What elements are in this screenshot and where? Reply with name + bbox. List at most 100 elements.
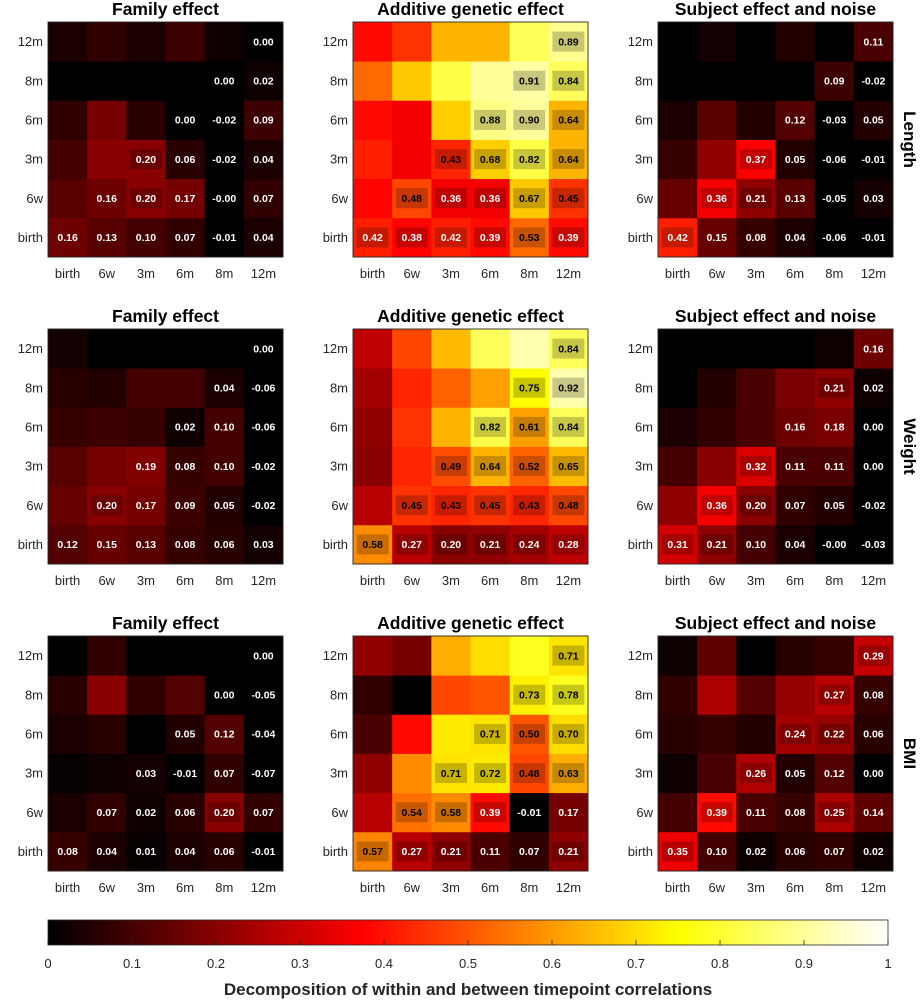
- heatmap-cell: [470, 178, 511, 219]
- x-tick-label: 3m: [747, 880, 765, 895]
- cell-value-label: 0.09: [253, 115, 274, 127]
- heatmap-cell: [165, 831, 206, 872]
- heatmap-cell: [87, 714, 127, 754]
- cell-value-label: 0.31: [667, 539, 688, 551]
- heatmap-cell: [814, 139, 855, 180]
- heatmap-cell: [736, 61, 776, 101]
- heatmap-cell: [431, 485, 471, 526]
- cell-value-label: 0.17: [175, 193, 196, 205]
- y-tick-label: birth: [18, 844, 43, 859]
- heatmap-cell: [470, 675, 511, 715]
- cell-label-backdrop: [779, 723, 812, 744]
- heatmap-cell: [470, 139, 511, 180]
- y-tick-label: 6m: [25, 112, 43, 127]
- y-tick-label: 8m: [330, 380, 348, 395]
- cell-value-label: 0.26: [746, 768, 767, 780]
- heatmap-cell: [48, 22, 88, 62]
- cell-label-backdrop: [356, 841, 389, 862]
- heatmap-cell: [548, 217, 589, 258]
- heatmap-cell: [48, 831, 88, 872]
- y-tick-label: 12m: [18, 34, 43, 49]
- cell-value-label: 0.82: [480, 422, 501, 434]
- cell-value-label: 0.43: [441, 154, 462, 166]
- y-tick-label: birth: [628, 230, 653, 245]
- heatmap-cell: [48, 368, 88, 408]
- panel-frame: [657, 635, 894, 872]
- heatmap-cell: [48, 792, 88, 833]
- y-tick-label: 8m: [330, 73, 348, 88]
- heatmap-cell: [697, 714, 737, 754]
- heatmap-cell: [165, 675, 206, 715]
- colorbar-tick-label: 0.1: [123, 956, 141, 971]
- cell-value-label: 0.54: [402, 807, 423, 819]
- heatmap-cell: [353, 217, 393, 258]
- heatmap-cell: [509, 792, 550, 833]
- heatmap-cell: [165, 329, 206, 369]
- cell-value-label: 0.20: [97, 500, 118, 512]
- cell-value-label: 0.08: [785, 807, 806, 819]
- cell-value-label: 0.07: [214, 768, 235, 780]
- cell-value-label: 0.65: [558, 461, 579, 473]
- x-tick-label: 6m: [481, 880, 499, 895]
- heatmap-cell: [87, 368, 127, 408]
- x-tick-label: 6w: [98, 266, 115, 281]
- heatmap-cell: [697, 446, 737, 487]
- heatmap-cell: [353, 753, 393, 794]
- heatmap-cell: [126, 100, 166, 140]
- heatmap-cell: [204, 329, 245, 369]
- heatmap-cell: [814, 792, 855, 833]
- heatmap-cell: [204, 368, 245, 408]
- y-tick-label: 6m: [635, 726, 653, 741]
- cell-label-backdrop: [513, 495, 546, 516]
- heatmap-cell: [204, 792, 245, 833]
- cell-value-label: 0.05: [863, 115, 884, 127]
- cell-value-label: -0.01: [173, 768, 197, 780]
- heatmap-cell: [204, 446, 245, 487]
- cell-label-backdrop: [552, 70, 585, 91]
- heatmap-cell: [548, 22, 589, 62]
- heatmap-cell: [392, 792, 432, 833]
- heatmap-cell: [697, 636, 737, 676]
- cell-value-label: -0.02: [251, 461, 275, 473]
- heatmap-cell: [470, 368, 511, 408]
- heatmap-cell: [814, 675, 855, 715]
- x-tick-label: 12m: [861, 880, 886, 895]
- cell-value-label: 0.12: [57, 539, 78, 551]
- x-tick-label: 12m: [251, 266, 276, 281]
- cell-value-label: 0.71: [558, 650, 579, 662]
- cell-value-label: 0.36: [707, 193, 728, 205]
- cell-value-label: 0.12: [824, 768, 845, 780]
- heatmap-cell: [204, 178, 245, 219]
- cell-label-backdrop: [552, 149, 585, 170]
- heatmap-cell: [548, 636, 589, 676]
- cell-value-label: 0.42: [441, 232, 462, 244]
- heatmap-cell: [48, 714, 88, 754]
- cell-value-label: 0.22: [824, 729, 845, 741]
- cell-label-backdrop: [513, 149, 546, 170]
- y-tick-label: birth: [323, 537, 348, 552]
- cell-value-label: 0.45: [558, 193, 579, 205]
- cell-value-label: -0.06: [822, 232, 846, 244]
- colorbar-tick-label: 0.9: [795, 956, 813, 971]
- heatmap-cell: [87, 407, 127, 447]
- cell-value-label: 0.42: [362, 232, 383, 244]
- row-label-bmi: BMI: [900, 738, 919, 769]
- cell-value-label: 0.08: [175, 461, 196, 473]
- cell-value-label: 0.25: [824, 807, 845, 819]
- heatmap-cell: [204, 714, 245, 754]
- cell-label-backdrop: [552, 495, 585, 516]
- cell-value-label: 0.13: [785, 193, 806, 205]
- heatmap-cell: [126, 329, 166, 369]
- heatmap-cell: [243, 675, 284, 715]
- cell-value-label: 0.05: [785, 154, 806, 166]
- heatmap-cell: [431, 61, 471, 101]
- heatmap-cell: [48, 178, 88, 219]
- cell-label-backdrop: [395, 841, 428, 862]
- x-tick-label: 12m: [556, 880, 581, 895]
- y-tick-label: 3m: [25, 459, 43, 474]
- cell-value-label: 0.09: [175, 500, 196, 512]
- cell-label-backdrop: [818, 802, 851, 823]
- cell-value-label: 0.21: [558, 846, 579, 858]
- panel-weight-family: 0.12 0.15 0.13 0.08 0.06 0.03 0.20 0.17 0.09 0.05…: [18, 306, 284, 588]
- cell-value-label: 0.45: [480, 500, 501, 512]
